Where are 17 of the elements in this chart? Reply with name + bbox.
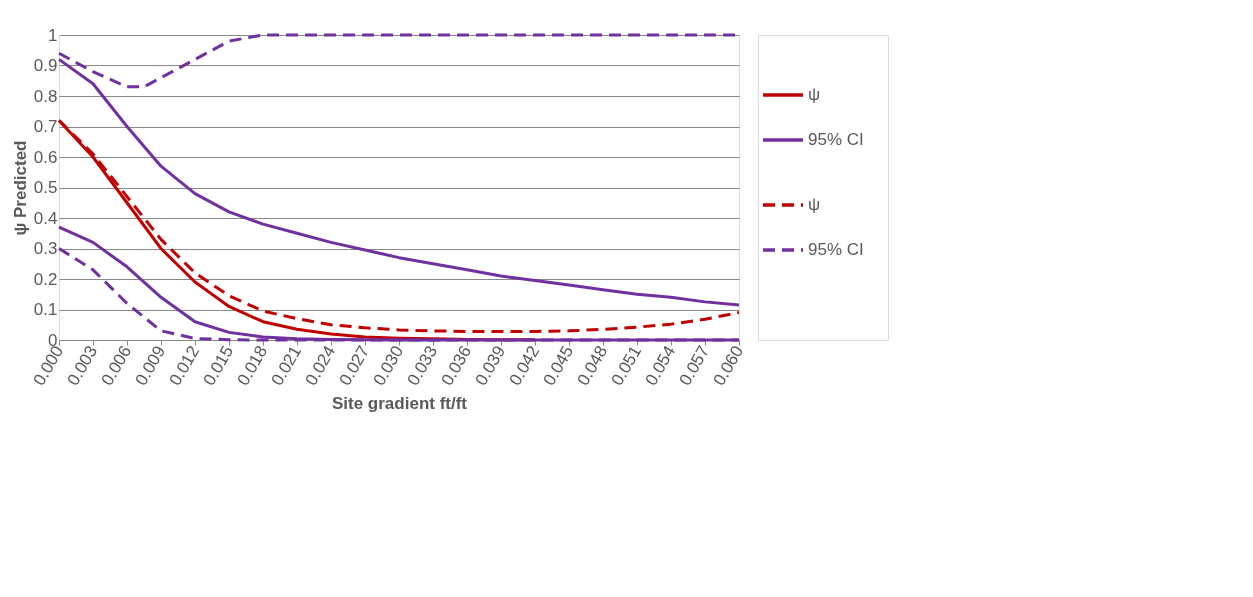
y-tick-label: 0.4 xyxy=(33,208,58,228)
x-axis-title: Site gradient ft/ft xyxy=(331,394,468,414)
y-tick-label: 0.2 xyxy=(33,269,58,289)
y-axis-title: ψ Predicted xyxy=(10,140,30,236)
y-tick-label: 1 xyxy=(48,25,58,45)
legend-label: ψ xyxy=(808,195,821,214)
y-tick-label: 0.7 xyxy=(33,117,58,136)
y-tick-label: 0.8 xyxy=(33,86,58,106)
y-tick-label: 0.9 xyxy=(33,56,58,75)
y-tick-label: 0.6 xyxy=(33,147,58,167)
legend-label: 95% CI xyxy=(808,130,864,149)
y-tick-label: 0.3 xyxy=(33,239,58,258)
y-tick-label: 0.5 xyxy=(33,178,58,197)
y-tick-label: 0.1 xyxy=(33,300,58,319)
line-series xyxy=(57,57,741,307)
legend-label: 95% CI xyxy=(808,240,864,259)
legend-label: ψ xyxy=(808,85,821,104)
